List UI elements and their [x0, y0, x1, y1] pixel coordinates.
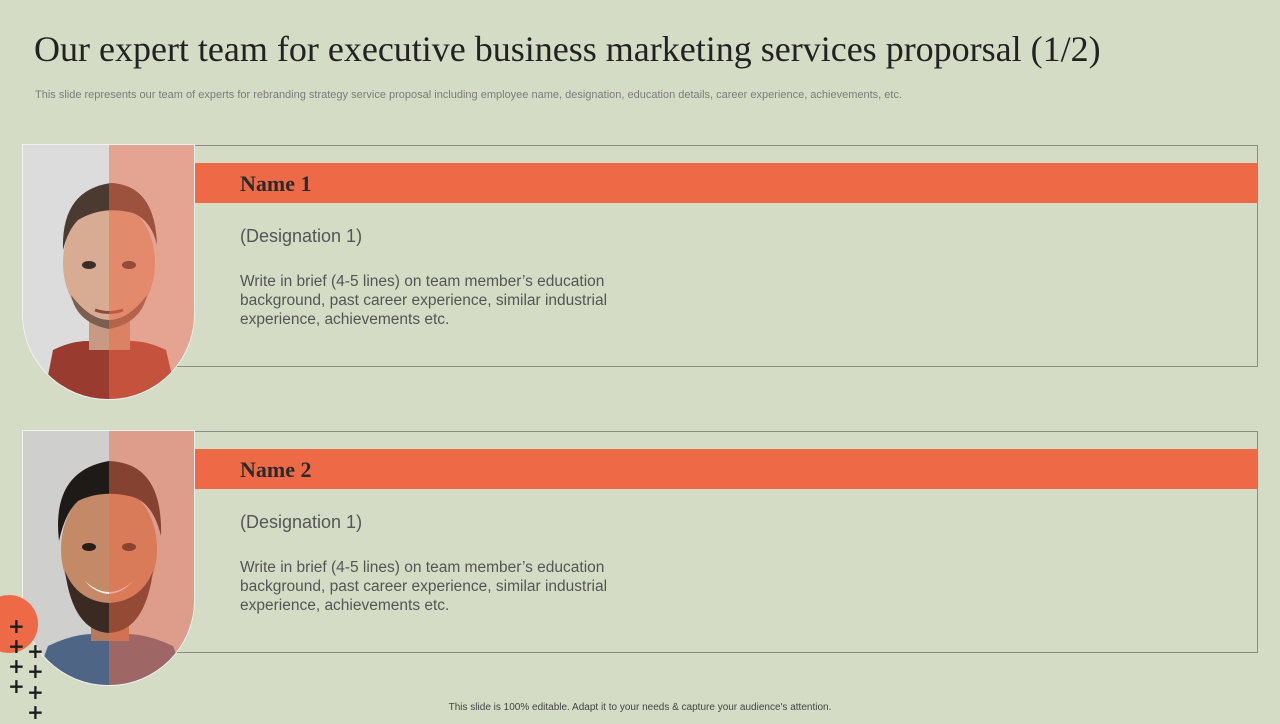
member-bio: Write in brief (4-5 lines) on team membe…	[240, 273, 608, 328]
plus-icon: +	[8, 634, 25, 658]
plus-icon: +	[8, 654, 25, 678]
photo-tint	[109, 145, 194, 399]
plus-icon: +	[27, 700, 44, 724]
name-bar: Name 1	[195, 163, 1257, 203]
plus-icon: +	[27, 680, 44, 704]
member-designation: (Designation 1)	[240, 226, 363, 246]
member-name: Name 1	[240, 171, 312, 196]
member-name: Name 2	[240, 457, 312, 482]
plus-icon: +	[8, 674, 25, 698]
footer-note: This slide is 100% editable. Adapt it to…	[448, 702, 832, 713]
team-member-card-2: Name 2 (Designation 1) Write in brief (4…	[22, 430, 1258, 688]
member-photo	[22, 144, 195, 400]
member-photo	[22, 430, 195, 686]
plus-icon: +	[27, 659, 44, 683]
photo-tint	[109, 431, 194, 685]
member-designation: (Designation 1)	[240, 512, 363, 532]
team-member-card-1: Name 1 (Designation 1) Write in brief (4…	[22, 144, 1258, 402]
plus-icon: +	[27, 639, 44, 663]
slide-subtitle: This slide represents our team of expert…	[35, 89, 903, 101]
plus-icon: +	[8, 614, 25, 638]
slide-title: Our expert team for executive business m…	[34, 29, 1101, 69]
name-bar: Name 2	[195, 449, 1257, 489]
member-bio: Write in brief (4-5 lines) on team membe…	[240, 559, 608, 614]
